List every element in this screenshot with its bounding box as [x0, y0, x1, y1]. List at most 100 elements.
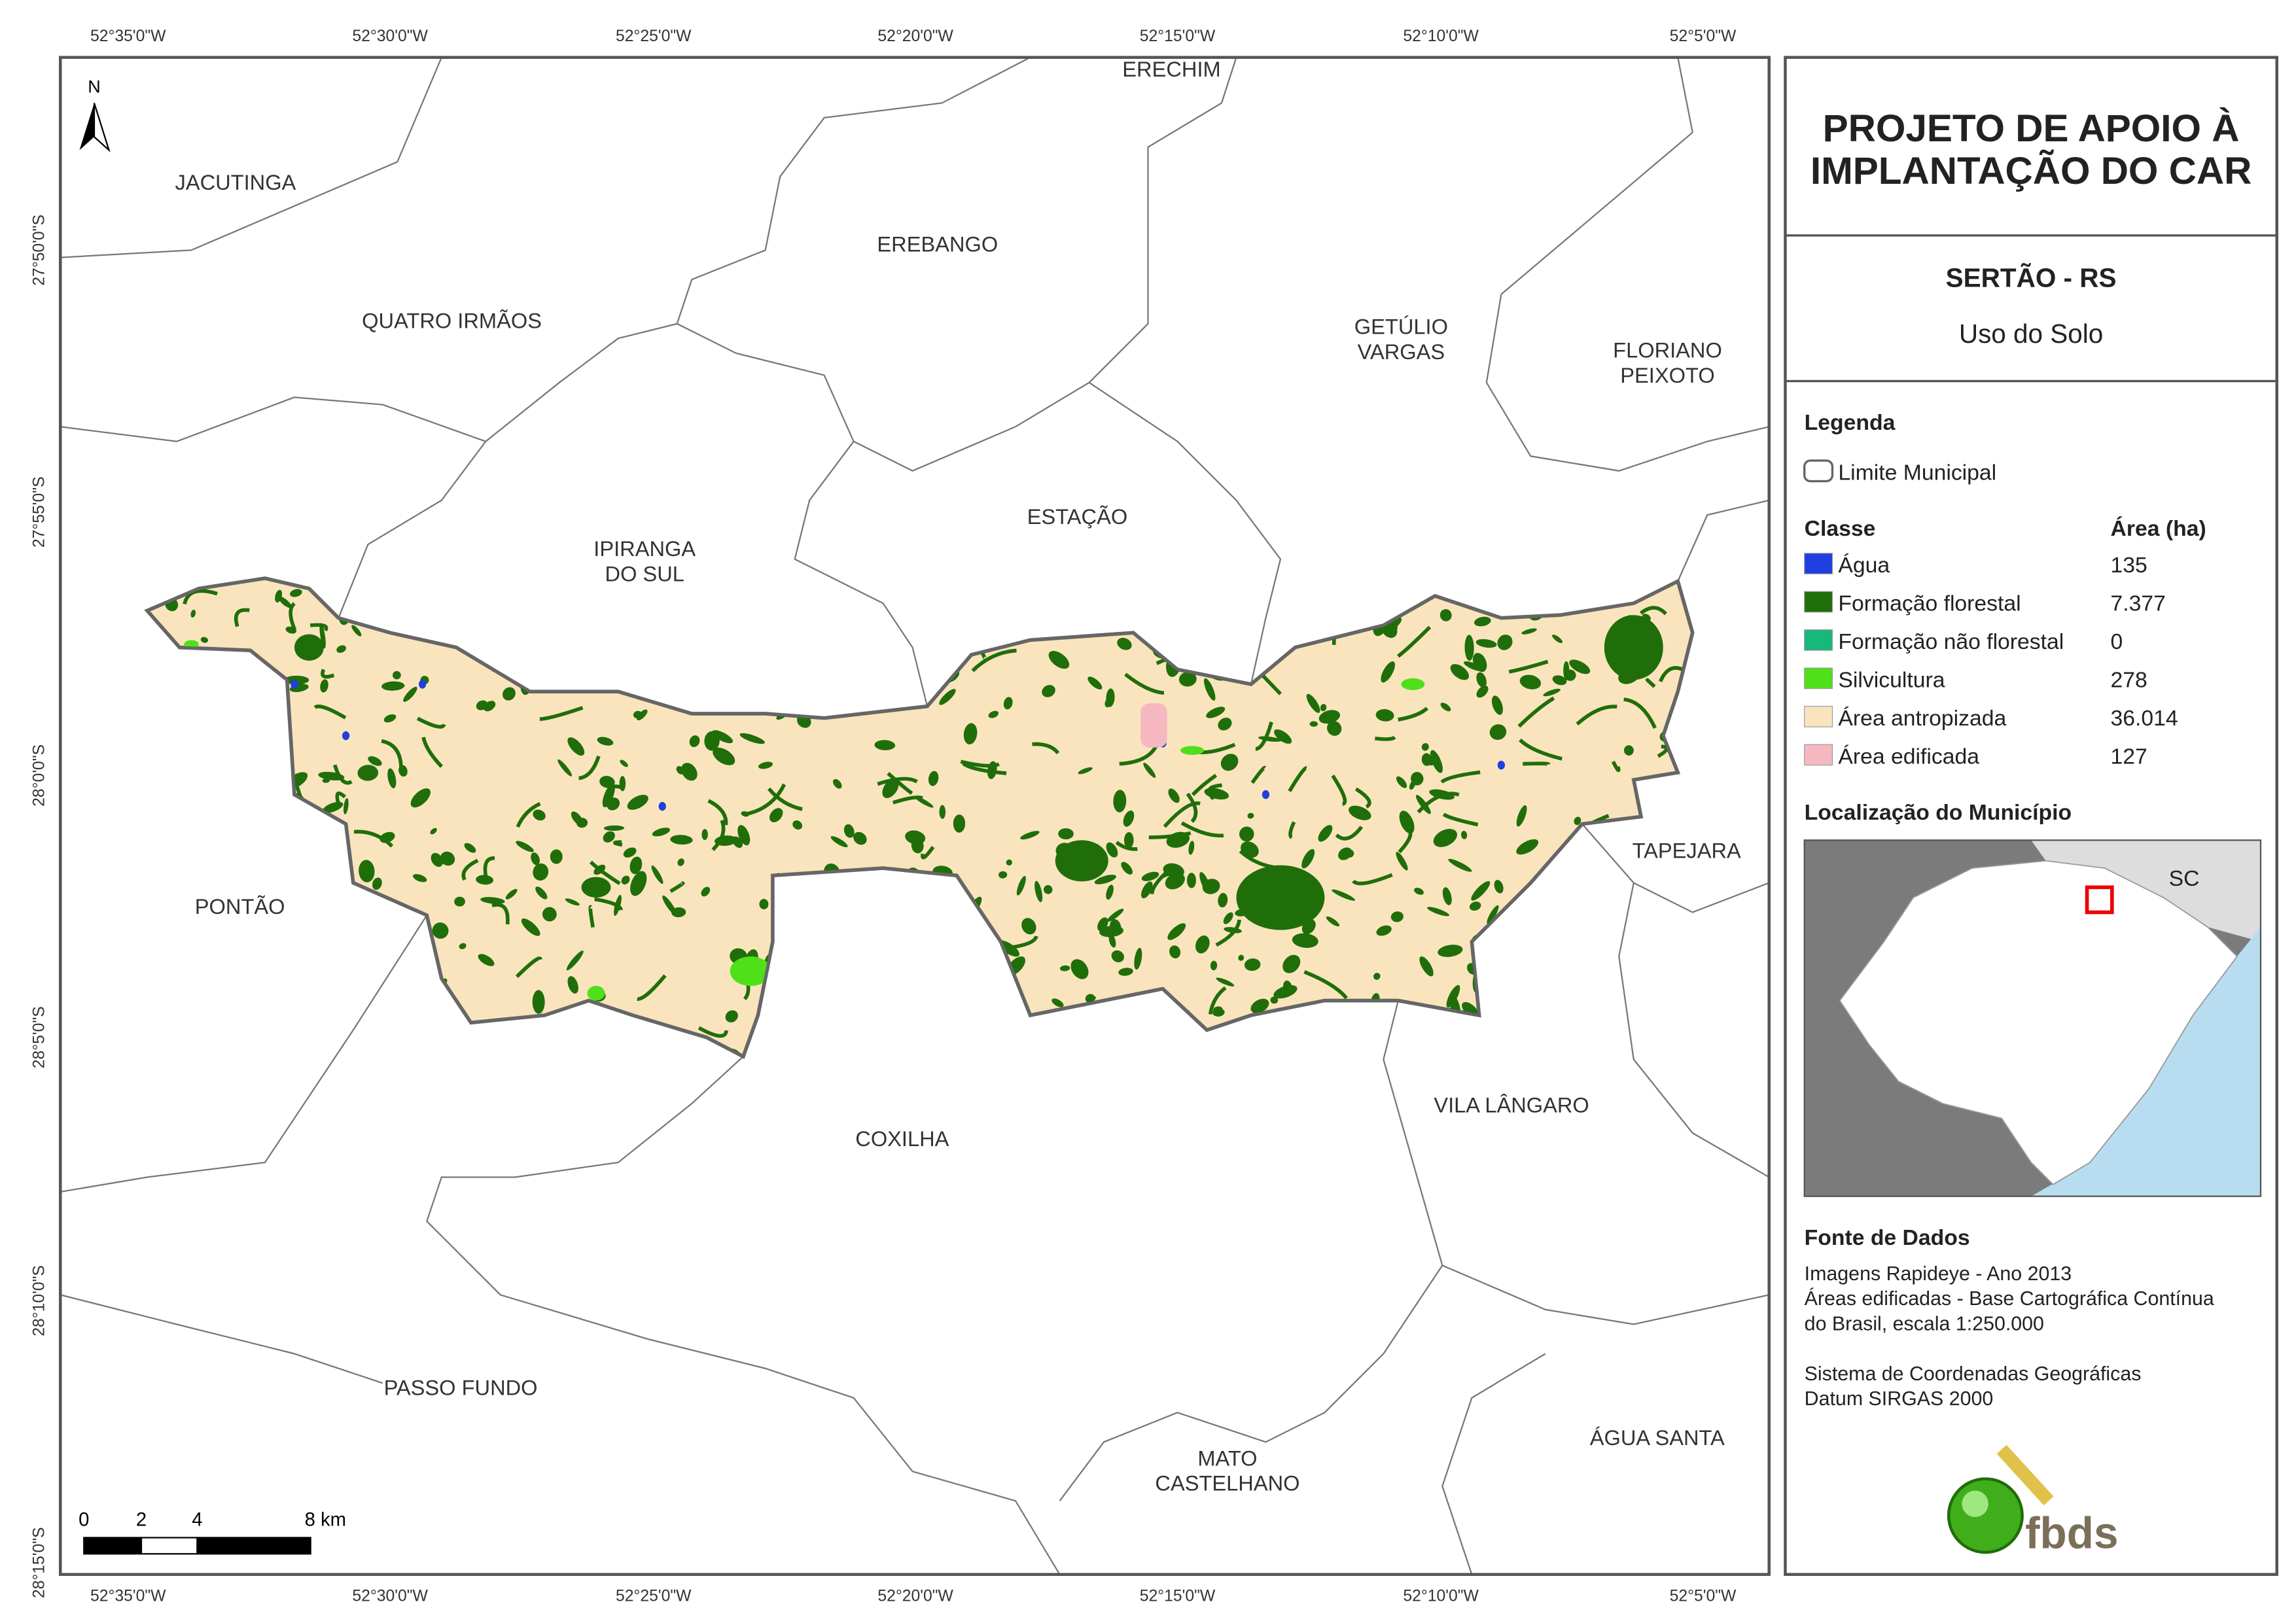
forest-patch [1464, 635, 1474, 661]
inset-border [1803, 839, 2262, 1197]
boundary-swatch [1803, 459, 1834, 483]
forest-patch [1134, 947, 1142, 970]
place-label: TAPEJARA [1633, 838, 1741, 862]
stream-forest [309, 623, 328, 632]
stream-forest [1523, 761, 1551, 767]
forest-patch [1375, 709, 1394, 722]
forest-patch [1113, 790, 1127, 812]
forest-patch [603, 825, 625, 831]
stream-forest [589, 860, 621, 885]
forest-patch [1318, 825, 1333, 842]
forest-patch [516, 841, 534, 852]
forest-patch [621, 875, 630, 885]
forest-patch [1282, 954, 1301, 973]
place-label: EREBANGO [877, 232, 998, 256]
class-swatch [1804, 667, 1833, 689]
forest-patch [1448, 858, 1472, 872]
north-arrow-left [79, 103, 94, 150]
bottom-coordinate: 52°35'0"W [90, 1587, 166, 1605]
forest-patch [550, 849, 563, 864]
forest-patch [769, 808, 783, 823]
top-coordinate: 52°10'0"W [1403, 27, 1479, 45]
logo-text: fbds [2025, 1509, 2118, 1558]
place-label: FLORIANO [1613, 338, 1722, 362]
stream-forest [1398, 707, 1429, 722]
stream-forest [1288, 766, 1307, 792]
place-labels: ERECHIM JACUTINGA EREBANGO QUATRO IRMÃOS GET… [175, 57, 1742, 1495]
place-label: PASSO FUNDO [384, 1375, 538, 1399]
place-label: JACUTINGA [175, 170, 296, 194]
inset-ocean [2031, 927, 2261, 1196]
forest-patch [677, 858, 684, 866]
forest-patch [566, 951, 584, 971]
forest-patch [1097, 917, 1108, 932]
forest-patch [190, 610, 196, 618]
forest-patch [725, 1010, 738, 1022]
stream-forest [1186, 792, 1198, 824]
place-label: IPIRANGA [593, 536, 696, 561]
stream-forest [353, 829, 394, 848]
forest-patch [1425, 758, 1436, 766]
forest-patch [476, 700, 488, 710]
forest-patch [651, 865, 663, 884]
forest-patch [1433, 829, 1457, 847]
forest-patch [403, 686, 417, 702]
forest-patch [1239, 826, 1254, 842]
forest-patch [1006, 859, 1012, 865]
forest-patch [1106, 884, 1114, 900]
forest-patch [1218, 718, 1232, 731]
forest-patch [1244, 958, 1261, 971]
forest-patch [1141, 871, 1159, 881]
forest-patch [1338, 847, 1352, 860]
forest-patch [1497, 635, 1513, 650]
stream-forest [1032, 742, 1060, 755]
class-name: Área edificada [1838, 744, 1979, 769]
stream-forest [971, 648, 1017, 672]
stream-forest [1354, 787, 1371, 809]
left-coordinate: 28°10'0"S [31, 1265, 48, 1336]
stream-forest [711, 820, 726, 851]
forest-patch [393, 671, 401, 680]
stream-forest [381, 739, 403, 769]
forest-patch [275, 589, 283, 602]
forest-patch [1471, 881, 1491, 901]
place-label: ÁGUA SANTA [1590, 1425, 1725, 1450]
water-patch [342, 731, 350, 741]
bottom-coordinate: 52°10'0"W [1403, 1587, 1479, 1605]
place-label: MATO [1197, 1446, 1257, 1470]
stream-forest [588, 905, 595, 928]
forest-patch [1104, 696, 1114, 708]
stream-forest [1255, 721, 1273, 751]
class-swatch [1804, 706, 1833, 727]
forest-patch [413, 874, 427, 882]
class-swatch [1804, 629, 1833, 651]
forest-patch [874, 740, 896, 750]
forest-patch [1020, 831, 1040, 840]
forest-patch [732, 836, 743, 848]
stream-forest [289, 602, 297, 631]
forest-patch [652, 828, 671, 837]
forest-patch [1320, 704, 1327, 712]
forest-patch [387, 768, 397, 789]
forest-patch [739, 733, 765, 744]
forest-patch [1521, 628, 1537, 635]
stream-forest [483, 856, 495, 885]
stream-forest [1508, 659, 1549, 674]
stream-forest [1639, 606, 1668, 616]
forest-patch [1301, 848, 1315, 869]
stream-forest [1517, 696, 1555, 728]
forest-patch [713, 747, 735, 765]
forest-patch [1165, 873, 1185, 890]
forest-patch [939, 689, 956, 705]
stream-forest [1250, 765, 1267, 784]
forest-patch [1543, 688, 1561, 697]
built-area [1140, 703, 1167, 748]
forest-patch [1440, 703, 1451, 712]
forest-patch [1118, 968, 1133, 976]
forest-patch [565, 898, 580, 906]
water-patch [1262, 790, 1270, 799]
stream-forest [516, 802, 541, 828]
forest-patch [1306, 693, 1320, 713]
stream-forest [539, 706, 584, 722]
forest-patch [1111, 950, 1125, 963]
